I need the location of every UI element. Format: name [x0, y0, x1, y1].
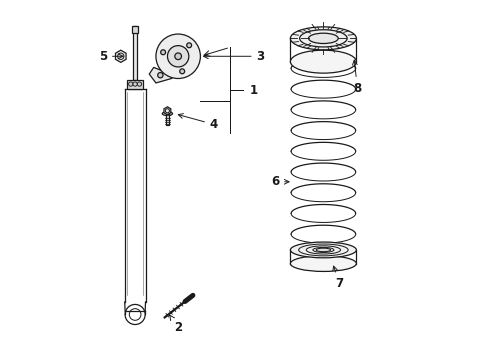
Ellipse shape — [162, 112, 172, 116]
Ellipse shape — [308, 33, 338, 44]
Ellipse shape — [315, 248, 330, 252]
Text: 2: 2 — [169, 315, 182, 333]
Polygon shape — [149, 67, 176, 83]
Ellipse shape — [299, 30, 346, 47]
Polygon shape — [163, 107, 170, 115]
Circle shape — [180, 69, 184, 74]
Bar — [133, 26, 137, 80]
Bar — [132, 26, 138, 33]
Ellipse shape — [290, 256, 356, 271]
Text: 1: 1 — [249, 84, 258, 97]
Bar — [165, 114, 169, 125]
Circle shape — [186, 43, 191, 48]
Circle shape — [167, 46, 188, 67]
Circle shape — [157, 72, 163, 78]
Circle shape — [133, 82, 137, 86]
Text: 5: 5 — [99, 50, 123, 63]
Ellipse shape — [290, 50, 356, 73]
Text: 4: 4 — [178, 114, 218, 131]
Circle shape — [161, 50, 165, 55]
Text: 7: 7 — [332, 266, 343, 291]
Text: 8: 8 — [352, 60, 361, 95]
Polygon shape — [115, 50, 126, 62]
Ellipse shape — [290, 242, 356, 258]
Circle shape — [128, 82, 133, 86]
Text: 6: 6 — [270, 175, 288, 188]
Circle shape — [175, 53, 181, 60]
Bar — [127, 80, 142, 89]
Circle shape — [137, 82, 142, 86]
Ellipse shape — [290, 27, 356, 50]
Circle shape — [156, 34, 200, 78]
Text: 3: 3 — [203, 50, 264, 63]
